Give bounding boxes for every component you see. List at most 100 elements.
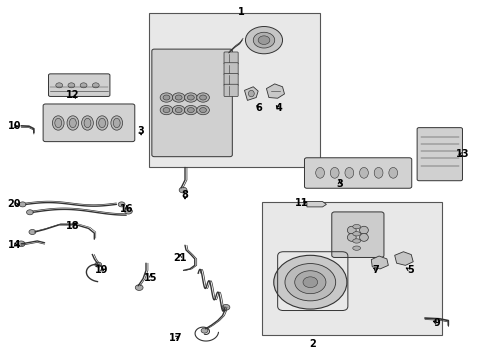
- Circle shape: [160, 105, 172, 115]
- Ellipse shape: [359, 167, 367, 178]
- Ellipse shape: [359, 233, 367, 241]
- FancyBboxPatch shape: [304, 158, 411, 188]
- Text: 15: 15: [144, 273, 157, 283]
- Circle shape: [273, 255, 346, 309]
- FancyBboxPatch shape: [416, 128, 462, 181]
- Circle shape: [187, 95, 194, 100]
- Polygon shape: [306, 202, 326, 207]
- Ellipse shape: [52, 116, 64, 130]
- Circle shape: [17, 241, 25, 247]
- Ellipse shape: [373, 167, 382, 178]
- Ellipse shape: [111, 116, 122, 130]
- Ellipse shape: [113, 118, 120, 128]
- Circle shape: [26, 210, 33, 215]
- Text: 8: 8: [181, 190, 188, 200]
- Text: 13: 13: [455, 149, 469, 159]
- Circle shape: [253, 32, 274, 48]
- Circle shape: [135, 285, 143, 291]
- Text: 11: 11: [294, 198, 307, 208]
- Circle shape: [175, 108, 182, 113]
- Polygon shape: [370, 256, 387, 269]
- Circle shape: [201, 328, 207, 333]
- Text: 14: 14: [8, 239, 21, 249]
- Circle shape: [92, 83, 99, 88]
- FancyBboxPatch shape: [224, 84, 238, 96]
- Ellipse shape: [346, 226, 355, 234]
- Circle shape: [196, 93, 209, 102]
- Circle shape: [294, 271, 325, 294]
- Circle shape: [303, 277, 317, 288]
- Text: 1: 1: [237, 7, 244, 17]
- Text: 6: 6: [255, 103, 262, 113]
- Circle shape: [196, 105, 209, 115]
- Ellipse shape: [352, 246, 360, 250]
- Text: 16: 16: [120, 204, 133, 215]
- Ellipse shape: [81, 116, 93, 130]
- Circle shape: [163, 95, 169, 100]
- Ellipse shape: [352, 231, 360, 236]
- Ellipse shape: [359, 226, 367, 234]
- Circle shape: [118, 202, 125, 207]
- FancyBboxPatch shape: [149, 13, 320, 167]
- Circle shape: [184, 93, 197, 102]
- Ellipse shape: [315, 167, 324, 178]
- Ellipse shape: [69, 118, 76, 128]
- Circle shape: [199, 95, 206, 100]
- Circle shape: [179, 187, 186, 193]
- Text: 3: 3: [138, 126, 144, 136]
- FancyBboxPatch shape: [43, 104, 135, 141]
- FancyBboxPatch shape: [224, 63, 238, 75]
- FancyBboxPatch shape: [224, 52, 238, 64]
- Ellipse shape: [248, 90, 254, 97]
- Circle shape: [19, 202, 26, 207]
- Polygon shape: [244, 87, 258, 100]
- Ellipse shape: [84, 118, 91, 128]
- Circle shape: [29, 229, 36, 234]
- Ellipse shape: [346, 233, 355, 241]
- Circle shape: [95, 262, 102, 267]
- Text: 18: 18: [66, 221, 80, 231]
- Ellipse shape: [344, 167, 353, 178]
- Ellipse shape: [96, 116, 108, 130]
- Circle shape: [80, 83, 87, 88]
- Text: 2: 2: [309, 339, 316, 349]
- Text: 12: 12: [66, 90, 80, 100]
- Polygon shape: [394, 252, 412, 265]
- Circle shape: [222, 305, 229, 310]
- FancyBboxPatch shape: [261, 202, 441, 335]
- Circle shape: [172, 105, 184, 115]
- FancyBboxPatch shape: [224, 73, 238, 86]
- FancyBboxPatch shape: [152, 49, 232, 157]
- Circle shape: [184, 105, 197, 115]
- Ellipse shape: [352, 225, 360, 229]
- Text: 21: 21: [173, 253, 186, 263]
- Text: 19: 19: [95, 265, 109, 275]
- Text: 7: 7: [372, 265, 379, 275]
- Text: 3: 3: [336, 179, 342, 189]
- Text: 9: 9: [433, 318, 440, 328]
- Text: 17: 17: [168, 333, 182, 343]
- Ellipse shape: [67, 116, 79, 130]
- Circle shape: [175, 95, 182, 100]
- Text: 10: 10: [8, 121, 21, 131]
- Circle shape: [187, 108, 194, 113]
- Ellipse shape: [99, 118, 105, 128]
- Text: 5: 5: [406, 265, 413, 275]
- Circle shape: [285, 264, 335, 301]
- Text: 4: 4: [275, 103, 282, 113]
- FancyBboxPatch shape: [48, 74, 110, 96]
- Text: 20: 20: [8, 199, 21, 210]
- Circle shape: [160, 93, 172, 102]
- Circle shape: [56, 83, 62, 88]
- Circle shape: [124, 208, 132, 214]
- Circle shape: [258, 36, 269, 44]
- FancyBboxPatch shape: [331, 212, 383, 257]
- Ellipse shape: [352, 239, 360, 243]
- Circle shape: [199, 108, 206, 113]
- Circle shape: [172, 93, 184, 102]
- Circle shape: [68, 83, 75, 88]
- Polygon shape: [266, 84, 284, 98]
- Ellipse shape: [388, 167, 397, 178]
- Ellipse shape: [55, 118, 61, 128]
- Circle shape: [245, 27, 282, 54]
